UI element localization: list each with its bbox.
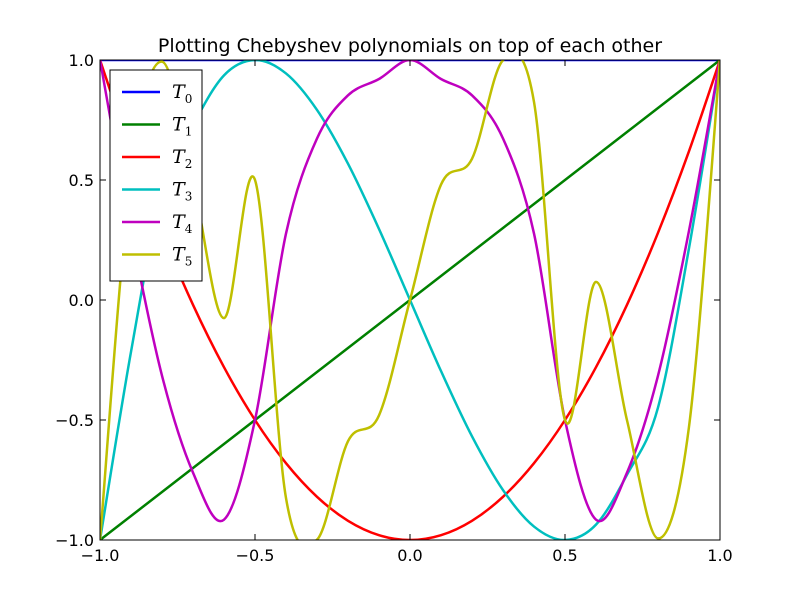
legend-label-subscript: 1 bbox=[185, 125, 193, 139]
y-tick-label: −0.5 bbox=[55, 411, 94, 430]
legend-label-subscript: 5 bbox=[185, 255, 193, 269]
y-tick-label: 0.5 bbox=[69, 171, 94, 190]
legend-label-subscript: 4 bbox=[185, 222, 193, 236]
x-tick-label: 0.0 bbox=[397, 546, 422, 565]
legend-label-subscript: 0 bbox=[185, 92, 193, 106]
x-tick-label: 1.0 bbox=[707, 546, 732, 565]
x-tick-label: 0.5 bbox=[552, 546, 577, 565]
legend-label-subscript: 2 bbox=[185, 157, 193, 171]
legend-label-subscript: 3 bbox=[185, 190, 193, 204]
y-tick-label: −1.0 bbox=[55, 531, 94, 550]
y-tick-label: 0.0 bbox=[69, 291, 94, 310]
y-tick-label: 1.0 bbox=[69, 51, 94, 70]
x-tick-label: −0.5 bbox=[236, 546, 275, 565]
chart-title: Plotting Chebyshev polynomials on top of… bbox=[158, 35, 662, 57]
